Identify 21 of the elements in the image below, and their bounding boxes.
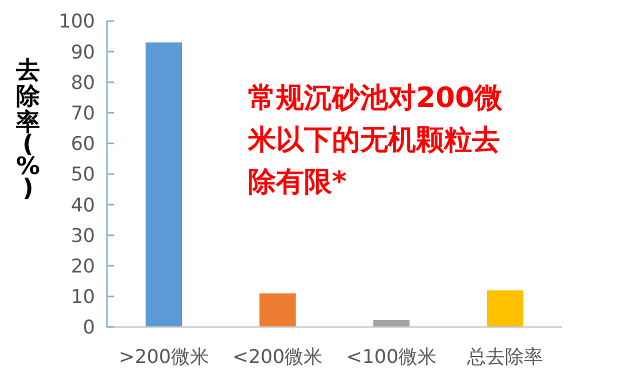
bar xyxy=(146,42,182,327)
y-tick-label: 0 xyxy=(82,316,95,339)
y-tick-label: 90 xyxy=(70,41,95,64)
y-axis-title: 去除率(%) xyxy=(15,56,41,202)
y-tick-label: 70 xyxy=(70,102,95,124)
bar xyxy=(373,320,410,327)
y-tick-label: 60 xyxy=(70,133,95,156)
annotation: 常规沉砂池对200微米以下的无机颗粒去除有限* xyxy=(247,81,504,198)
bar xyxy=(259,293,296,327)
x-tick-label: >200微米 xyxy=(118,346,209,368)
y-tick-label: 10 xyxy=(70,286,95,308)
x-tick-label: <200微米 xyxy=(232,346,323,368)
bar xyxy=(486,290,524,327)
y-tick-label: 20 xyxy=(70,255,95,278)
y-tick-label: 80 xyxy=(70,72,95,94)
y-tick-label: 100 xyxy=(58,10,95,33)
x-tick-label: <100微米 xyxy=(346,346,436,368)
x-tick-label: 总去除率 xyxy=(466,346,544,368)
y-tick-label: 30 xyxy=(70,224,95,247)
y-tick-label: 40 xyxy=(70,194,95,216)
y-tick-label: 50 xyxy=(70,164,95,186)
